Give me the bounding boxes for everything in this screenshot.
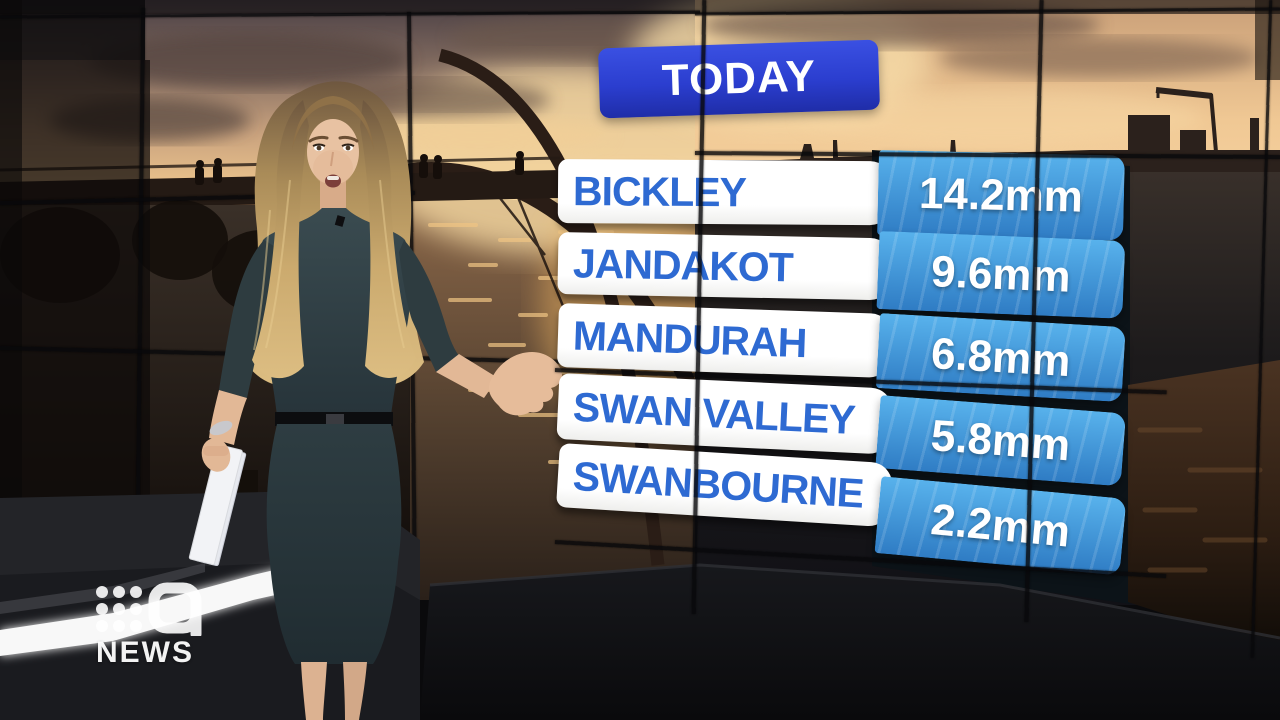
presenter-hand: [489, 352, 562, 416]
rainfall-value: 6.8mm: [929, 328, 1072, 386]
pedestrian-silhouettes: [195, 151, 524, 185]
location-label: SWANBOURNE: [571, 452, 865, 517]
news-wordmark: NEWS: [96, 636, 194, 669]
rainfall-value-badge: 9.6mm: [876, 231, 1126, 319]
rainfall-location-bar: JANDAKOT: [557, 232, 893, 301]
location-label: SWAN VALLEY: [571, 383, 856, 443]
rainfall-location-bar: MANDURAH: [556, 303, 893, 379]
rainfall-value: 5.8mm: [929, 410, 1073, 470]
weather-presenter: [188, 81, 562, 720]
rainfall-value-badge: 5.8mm: [875, 395, 1127, 487]
nine-network-logo-icon: [96, 582, 202, 636]
channel-bug: NEWS: [88, 580, 218, 680]
location-label: MANDURAH: [572, 312, 808, 366]
rainfall-location-bar: BICKLEY: [557, 159, 893, 226]
today-header: TODAY: [597, 39, 881, 119]
rainfall-location-bar: SWANBOURNE: [556, 443, 894, 528]
mic-clip: [334, 215, 346, 227]
wristwatch: [209, 420, 233, 436]
rainfall-value-badge: 14.2mm: [877, 150, 1125, 241]
location-label: BICKLEY: [572, 167, 747, 215]
notes-card: [188, 444, 247, 567]
today-header-label: TODAY: [661, 51, 817, 106]
rainfall-location-bar: SWAN VALLEY: [556, 373, 894, 455]
rainfall-value: 9.6mm: [930, 247, 1072, 302]
flood-water-video: [1128, 360, 1280, 652]
rainfall-value: 14.2mm: [918, 168, 1084, 222]
location-label: JANDAKOT: [572, 239, 794, 291]
presenter-face: [307, 119, 359, 188]
rainfall-value: 2.2mm: [928, 494, 1073, 557]
